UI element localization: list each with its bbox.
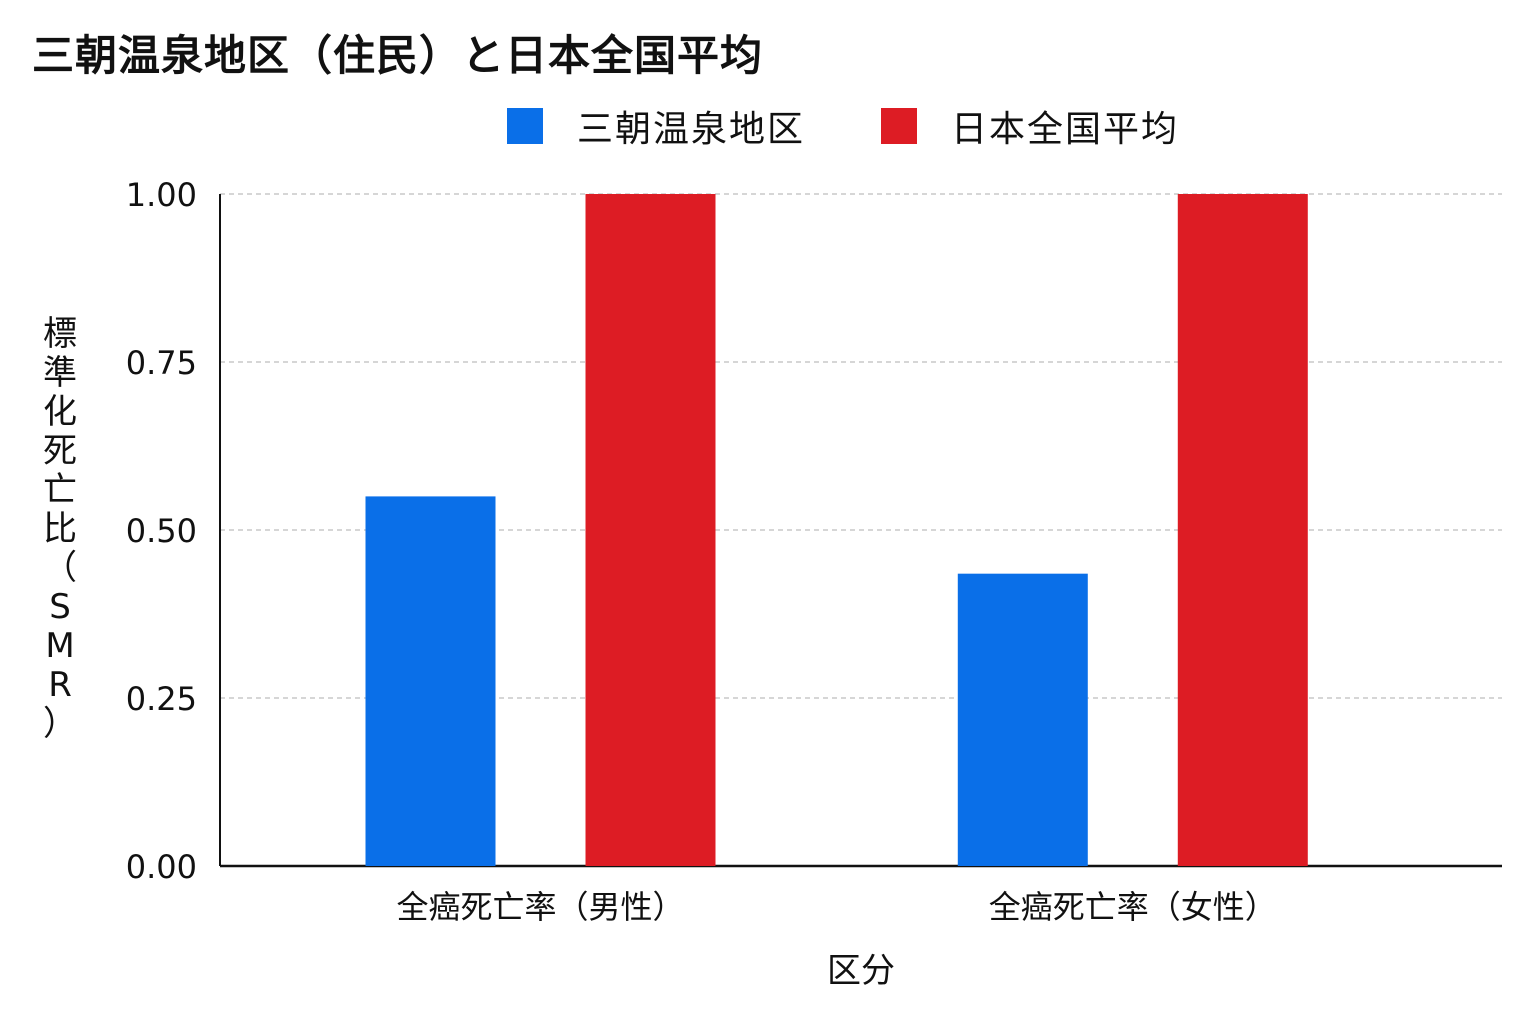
y-axis-label-char: ） xyxy=(43,704,77,744)
y-axis-label-char: 化 xyxy=(43,392,77,432)
legend: 三朝温泉地区 日本全国平均 xyxy=(0,104,1536,150)
legend-swatch-sanbe xyxy=(507,108,543,144)
chart-title: 三朝温泉地区（住民）と日本全国平均 xyxy=(32,31,764,80)
y-axis-label-char: M xyxy=(45,626,75,666)
legend-swatch-national xyxy=(881,108,917,144)
y-axis-label-char: R xyxy=(48,665,72,705)
legend-item-sanbe: 三朝温泉地区 xyxy=(507,104,805,150)
y-tick-label: 0.75 xyxy=(126,344,197,382)
bar-sanbe-0 xyxy=(365,496,496,866)
bar-sanbe-1 xyxy=(957,573,1088,866)
y-tick-label: 1.00 xyxy=(126,176,197,214)
x-axis-label: 区分 xyxy=(827,951,895,991)
legend-label-sanbe: 三朝温泉地区 xyxy=(577,109,806,150)
y-tick-label: 0.50 xyxy=(126,512,197,550)
y-axis-label-char: 死 xyxy=(43,431,77,471)
y-axis-label-char: （ xyxy=(43,548,77,588)
y-axis-label-char: S xyxy=(49,587,71,627)
bar-national-0 xyxy=(585,194,716,866)
y-tick-label: 0.25 xyxy=(126,680,197,718)
bar-national-1 xyxy=(1177,194,1308,866)
y-axis-label-char: 準 xyxy=(43,353,77,393)
legend-item-national: 日本全国平均 xyxy=(881,104,1179,150)
x-tick-label: 全癌死亡率（女性） xyxy=(989,888,1277,926)
x-tick-label: 全癌死亡率（男性） xyxy=(396,888,684,926)
legend-label-national: 日本全国平均 xyxy=(951,109,1180,150)
y-axis-label-char: 標 xyxy=(43,314,77,354)
y-axis-label-char: 亡 xyxy=(43,470,77,510)
y-tick-label: 0.00 xyxy=(126,848,197,886)
y-axis-label-char: 比 xyxy=(43,509,77,549)
y-axis-label: 標準化死亡比（S M R） xyxy=(38,315,82,744)
